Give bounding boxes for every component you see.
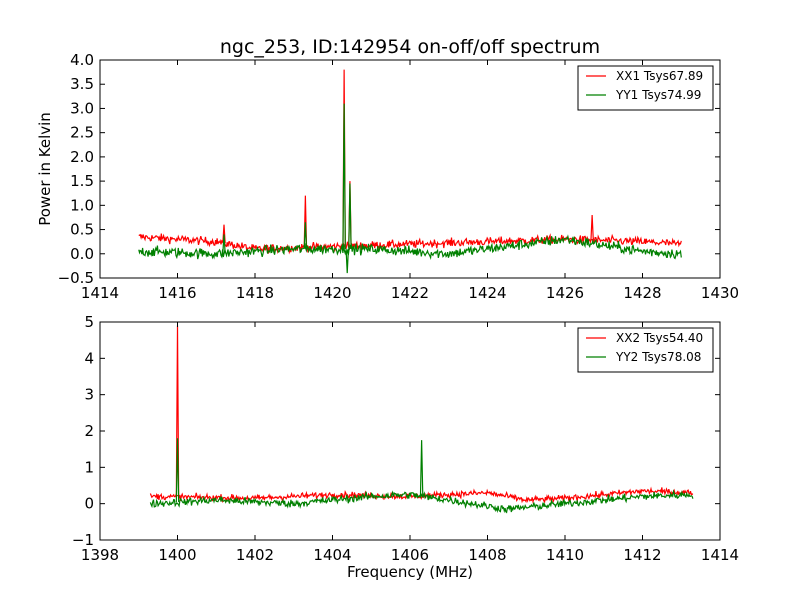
bottom-axes: 1398 1400 1402 1404 1406 1408 1410 1412 1414 −1 0 1… [72,313,739,564]
x-tick-label: 1428 [623,284,661,302]
spike-peak [419,440,424,497]
spike-peak [303,222,308,249]
x-tick-label: 1410 [546,546,584,564]
y-tick-label: −0.5 [58,269,94,287]
y-tick-label: 0.5 [70,221,94,239]
series-line-xx2 [149,486,694,504]
y-tick-label: 4 [84,349,94,367]
x-tick-label: 1398 [81,546,119,564]
legend-label: YY1 Tsys74.99 [615,88,701,102]
y-tick-label: 0.0 [70,245,94,263]
y-tick-label: 2.5 [70,124,94,142]
x-tick-label: 1422 [391,284,429,302]
spike-peak [222,234,226,254]
legend-label: XX1 Tsys67.89 [616,69,703,83]
series-line-xx1 [138,233,682,255]
legend-label: XX2 Tsys54.40 [616,331,703,345]
series-line-yy1 [138,234,682,260]
x-tick-label: 1412 [623,546,661,564]
y-tick-label: 1 [84,458,94,476]
x-tick-label: 1420 [313,284,351,302]
spike-peak [348,183,352,249]
y-tick-label: 3.0 [70,99,94,117]
top-axes: 1414 1416 1418 1420 1422 1424 1426 1428 1430 −0.5… [58,51,740,302]
y-tick-label: 1.0 [70,196,94,214]
x-tick-label: 1408 [468,546,506,564]
x-tick-label: 1426 [546,284,584,302]
x-tick-label: 1406 [391,546,429,564]
x-tick-label: 1402 [236,546,274,564]
x-tick-label: 1424 [468,284,506,302]
y-tick-label: 3 [84,386,94,404]
legend-box [577,327,714,373]
legend-label: YY2 Tsys78.08 [615,350,701,364]
x-tick-label: 1430 [701,284,739,302]
x-tick-label: 1404 [313,546,351,564]
y-tick-label: 5 [84,313,94,331]
y-tick-label: 3.5 [70,75,94,93]
y-tick-label: 1.5 [70,172,94,190]
spike-peak [345,248,349,274]
x-tick-label: 1414 [81,284,119,302]
y-tick-label: 2.0 [70,148,94,166]
y-tick-label: −1 [72,531,94,549]
x-tick-label: 1414 [701,546,739,564]
y-axis-label: Power in Kelvin [36,112,54,226]
x-tick-label: 1418 [236,284,274,302]
y-tick-label: 0 [84,495,94,513]
x-tick-label: 1400 [158,546,196,564]
spike-peak [222,224,226,244]
x-tick-label: 1416 [158,284,196,302]
spike-peak [590,214,594,241]
y-tick-label: 4.0 [70,51,94,69]
legend: XX1 Tsys67.89 YY1 Tsys74.99 [577,65,714,111]
spike-peak [342,103,346,249]
x-axis-label: Frequency (MHz) [347,563,473,581]
spike-peak [175,438,180,503]
y-tick-label: 2 [84,422,94,440]
legend: XX2 Tsys54.40 YY2 Tsys78.08 [577,327,714,373]
chart-title: ngc_253, ID:142954 on-off/off spectrum [220,36,600,58]
series-line-yy2 [149,489,694,514]
legend-box [577,65,714,111]
